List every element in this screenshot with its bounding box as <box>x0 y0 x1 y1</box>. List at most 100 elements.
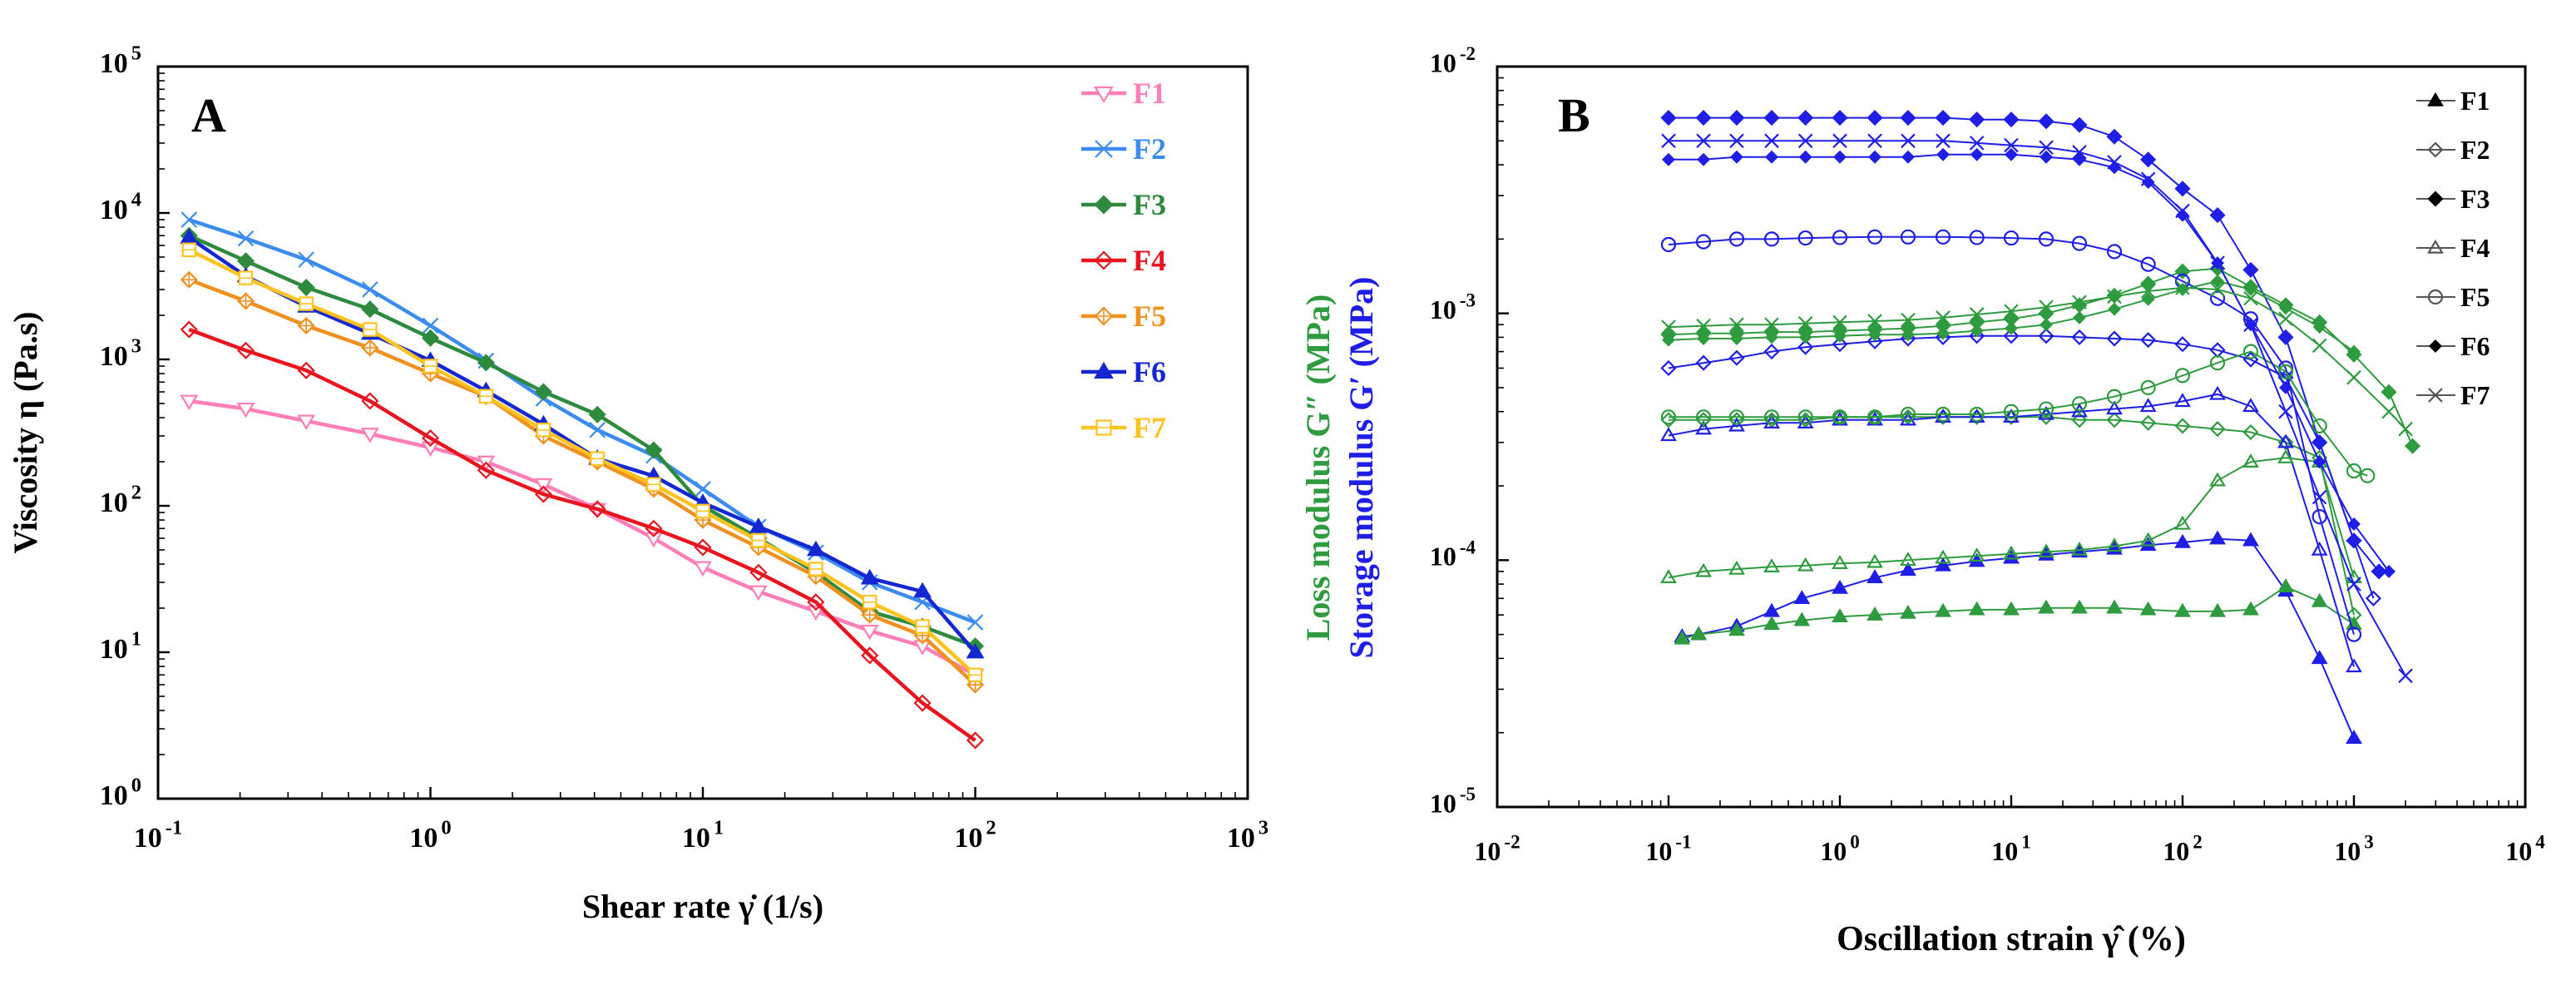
data-point <box>2071 235 2088 251</box>
data-point <box>1935 549 1951 564</box>
data-point <box>2174 602 2191 617</box>
data-point <box>1968 601 1985 616</box>
data-point <box>2346 658 2362 673</box>
data-point <box>2005 147 2018 161</box>
panel-a-y-axis-label: Viscosity η (Pa.s) <box>7 311 44 553</box>
y-tick-label: 10 0 <box>100 775 141 811</box>
data-point <box>1868 150 1882 164</box>
data-point <box>806 540 825 557</box>
legend-marker <box>2429 339 2442 353</box>
panel-b-label: B <box>1558 88 1590 142</box>
data-point <box>2004 137 2019 153</box>
series-F1 <box>180 394 985 685</box>
data-point <box>478 389 494 404</box>
data-point <box>2311 418 2327 434</box>
data-point <box>423 359 438 374</box>
data-point <box>1969 406 1985 423</box>
data-point <box>1662 333 1675 347</box>
data-point <box>646 477 661 493</box>
data-point <box>237 230 255 247</box>
data-point <box>1832 230 1848 245</box>
data-point <box>2279 381 2292 394</box>
data-point <box>2277 434 2294 451</box>
series-F7-storage <box>1661 133 2413 684</box>
legend-marker <box>1094 306 1114 326</box>
data-point <box>2071 297 2088 314</box>
data-point <box>1832 608 1848 623</box>
data-point <box>1765 330 1778 344</box>
data-point <box>2039 140 2054 156</box>
data-point <box>2277 433 2294 448</box>
data-point <box>1728 409 1745 425</box>
legend-label: F2 <box>2460 135 2490 165</box>
data-point <box>2174 336 2191 353</box>
data-point <box>1935 110 1951 126</box>
data-point <box>2038 599 2054 614</box>
data-point <box>2106 244 2123 260</box>
data-point <box>421 429 440 448</box>
data-point <box>1695 354 1712 371</box>
data-point <box>534 383 552 401</box>
data-point <box>1763 602 1780 617</box>
data-point <box>1900 411 1916 426</box>
data-point <box>2139 532 2157 547</box>
data-point <box>2311 508 2327 525</box>
legend-label: F4 <box>1133 244 1166 277</box>
data-point <box>2209 472 2226 487</box>
data-point <box>1900 604 1916 619</box>
data-point <box>1697 332 1711 345</box>
data-point <box>2209 602 2226 617</box>
legend-marker <box>1094 195 1114 215</box>
data-point <box>2038 113 2054 130</box>
data-point <box>2209 530 2226 545</box>
legend-label: F2 <box>1133 132 1166 166</box>
legend-item-F7: F7 <box>1081 411 1166 444</box>
legend-marker <box>1094 86 1114 104</box>
data-point <box>1868 328 1882 342</box>
data-point <box>588 405 606 423</box>
data-point <box>180 320 198 339</box>
data-point <box>2242 601 2259 616</box>
data-point <box>751 532 766 548</box>
data-point <box>1660 409 1677 425</box>
data-point <box>1866 569 1883 583</box>
legend-label: F3 <box>2460 184 2490 214</box>
data-point <box>2346 730 2362 745</box>
data-point <box>2073 152 2086 166</box>
data-point <box>2242 398 2259 413</box>
y-tick-label: 10 -2 <box>1430 42 1476 77</box>
data-point <box>807 593 825 611</box>
data-point <box>1936 133 1951 149</box>
series-line <box>1682 537 2355 739</box>
legend-marker <box>1094 361 1114 379</box>
legend-marker <box>2427 191 2444 207</box>
data-point <box>2404 438 2421 454</box>
legend-marker <box>2427 239 2444 254</box>
data-point <box>1764 317 1779 333</box>
x-tick-label: 10 1 <box>682 817 724 854</box>
data-point <box>1866 606 1883 621</box>
panel-a-label: A <box>191 88 226 142</box>
data-point <box>2210 282 2225 297</box>
data-point <box>1793 590 1811 604</box>
data-point <box>1728 231 1745 247</box>
legend-label: F1 <box>1133 77 1166 110</box>
data-point <box>2209 421 2226 438</box>
data-point <box>1728 621 1745 636</box>
data-point <box>1867 314 1882 329</box>
data-point <box>1765 150 1778 164</box>
data-point <box>180 270 198 289</box>
data-point <box>1901 312 1916 328</box>
data-point <box>360 428 379 443</box>
data-point <box>1797 110 1814 126</box>
data-point <box>2003 408 2020 423</box>
data-point <box>1832 409 1848 425</box>
legend-marker <box>1094 250 1114 270</box>
data-point <box>2140 256 2156 272</box>
series-F6-storage <box>1662 147 2396 578</box>
data-point <box>2365 590 2382 606</box>
data-point <box>1798 150 1812 164</box>
series-line-F7 <box>188 248 977 676</box>
data-point <box>2346 626 2362 642</box>
